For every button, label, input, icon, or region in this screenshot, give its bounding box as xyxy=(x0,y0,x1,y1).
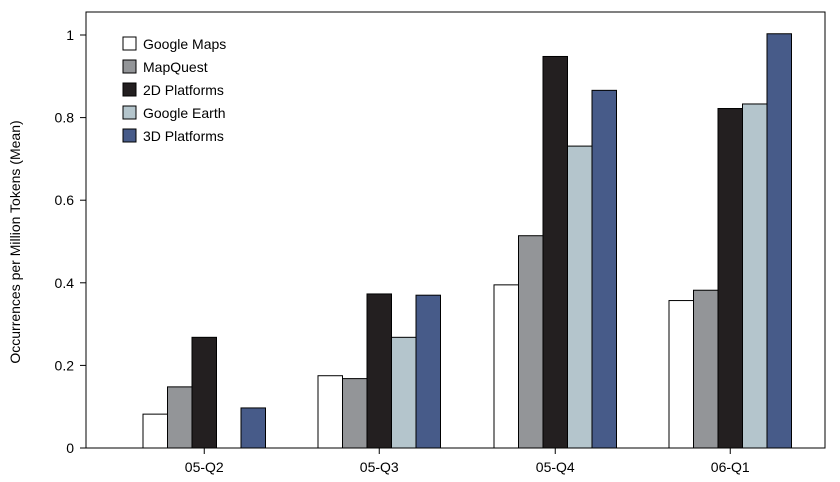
plot-border xyxy=(85,11,826,449)
bar-3d-platforms-06-q1 xyxy=(766,33,792,449)
bar-mapquest-06-q1 xyxy=(693,289,719,449)
legend-swatch xyxy=(122,59,137,74)
bar-google-maps-06-q1 xyxy=(668,300,694,449)
legend-label: 3D Platforms xyxy=(143,128,224,144)
y-axis-label: Occurrences per Million Tokens (Mean) xyxy=(7,120,23,363)
legend-swatch xyxy=(122,36,137,51)
legend-label: Google Earth xyxy=(143,105,226,121)
bar-2d-platforms-06-q1 xyxy=(717,108,743,449)
bar-google-maps-05-q3 xyxy=(317,375,343,449)
bar-2d-platforms-05-q2 xyxy=(191,336,217,449)
legend-label: 2D Platforms xyxy=(143,82,224,98)
legend-label: MapQuest xyxy=(143,59,208,75)
bar-google-earth-05-q3 xyxy=(391,336,417,449)
y-tick-label: 0.4 xyxy=(55,275,75,291)
bar-2d-platforms-05-q3 xyxy=(366,293,392,449)
bar-2d-platforms-05-q4 xyxy=(542,55,568,449)
bar-3d-platforms-05-q2 xyxy=(240,407,266,449)
x-axis: 05-Q2 05-Q3 05-Q4 06-Q1 xyxy=(185,448,750,475)
bar-mapquest-05-q2 xyxy=(167,386,193,449)
plot-frame xyxy=(85,11,826,449)
legend-swatch xyxy=(122,105,137,120)
x-tick-label: 05-Q4 xyxy=(536,459,575,475)
y-axis-label-group: Occurrences per Million Tokens (Mean) xyxy=(7,120,23,363)
bar-mapquest-05-q4 xyxy=(518,235,544,449)
legend-label: Google Maps xyxy=(143,36,226,52)
legend-swatch xyxy=(122,128,137,143)
y-axis: 0 0.2 0.4 0.6 0.8 1 xyxy=(55,27,86,456)
x-tick-label: 06-Q1 xyxy=(711,459,750,475)
bars xyxy=(142,33,792,449)
y-tick-label: 0.2 xyxy=(55,357,75,373)
y-tick-label: 0.8 xyxy=(55,110,75,126)
bar-google-maps-05-q4 xyxy=(493,284,519,449)
legend: Google Maps MapQuest 2D Platforms Google Ea… xyxy=(122,36,226,144)
y-tick-label: 0 xyxy=(66,440,74,456)
bar-3d-platforms-05-q4 xyxy=(591,89,617,449)
legend-swatch xyxy=(122,82,137,97)
x-tick-label: 05-Q3 xyxy=(360,459,399,475)
bar-google-earth-06-q1 xyxy=(742,103,768,449)
bar-google-maps-05-q2 xyxy=(142,413,168,449)
bar-google-earth-05-q4 xyxy=(567,145,593,449)
x-tick-label: 05-Q2 xyxy=(185,459,224,475)
bar-mapquest-05-q3 xyxy=(342,378,368,449)
bar-3d-platforms-05-q3 xyxy=(415,294,441,449)
y-tick-label: 1 xyxy=(66,27,74,43)
y-tick-label: 0.6 xyxy=(55,192,75,208)
